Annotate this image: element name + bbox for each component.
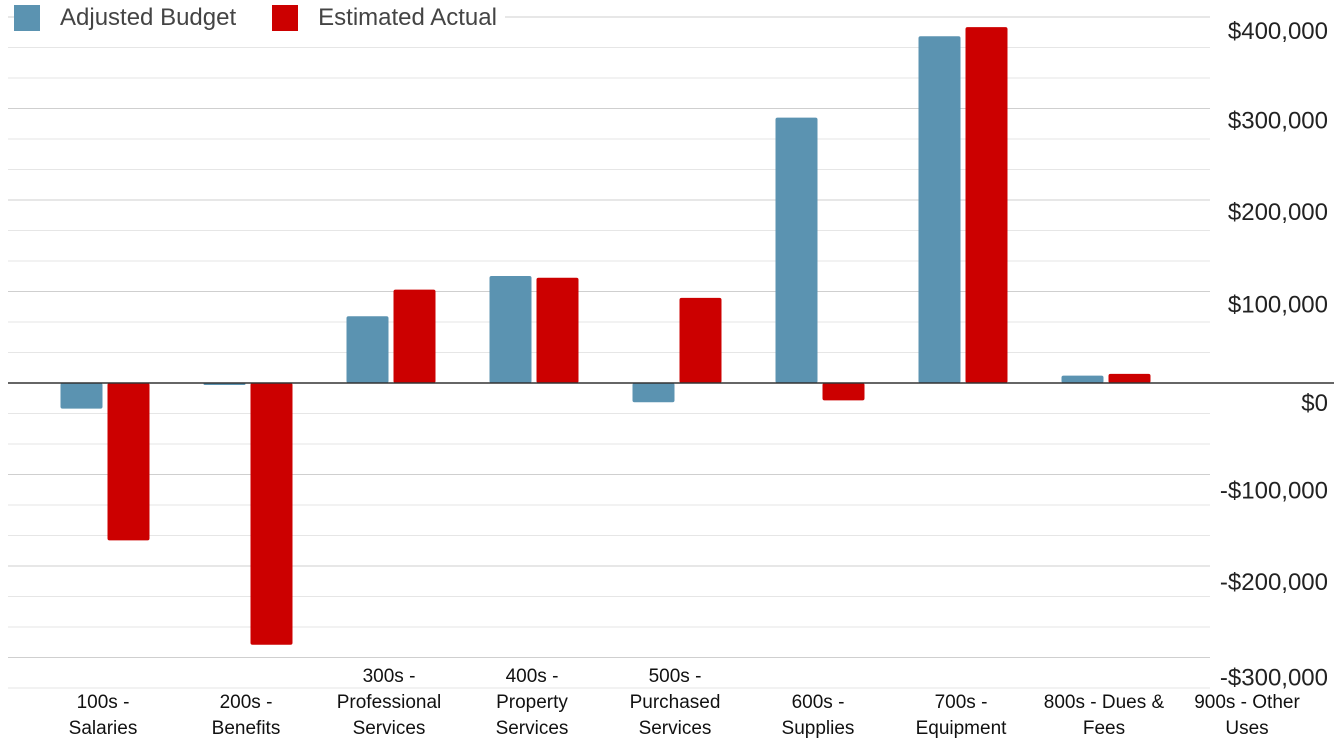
- bar-estimated-actual: [536, 277, 579, 383]
- bar-adjusted-budget: [632, 383, 675, 403]
- y-tick-label: -$200,000: [1220, 569, 1328, 596]
- bar-adjusted-budget: [775, 117, 818, 384]
- x-category-label: Fees: [1083, 718, 1125, 739]
- y-tick-label: -$100,000: [1220, 478, 1328, 505]
- x-category-label: Uses: [1225, 718, 1268, 739]
- legend-item-estimated-actual: Estimated Actual: [272, 4, 497, 32]
- legend-label-adjusted-budget: Adjusted Budget: [60, 4, 237, 31]
- x-category-label: Salaries: [69, 718, 138, 739]
- x-category-label: Services: [496, 718, 569, 739]
- bar-estimated-actual: [822, 383, 865, 401]
- y-tick-label: $300,000: [1228, 108, 1328, 135]
- legend-item-adjusted-budget: Adjusted Budget: [14, 4, 236, 32]
- bar-estimated-actual: [250, 383, 293, 645]
- y-tick-label: $400,000: [1228, 18, 1328, 45]
- legend: Adjusted Budget Estimated Actual: [14, 2, 505, 34]
- bar-estimated-actual: [965, 27, 1008, 383]
- y-tick-label: $0: [1301, 390, 1328, 417]
- bar-adjusted-budget: [1061, 375, 1104, 383]
- x-category-label: 300s -: [363, 666, 416, 687]
- x-category-label: Services: [639, 718, 712, 739]
- bar-estimated-actual: [679, 297, 722, 383]
- bar-estimated-actual: [1108, 373, 1151, 383]
- legend-label-estimated-actual: Estimated Actual: [318, 4, 497, 31]
- x-category-label: Equipment: [916, 718, 1008, 739]
- x-category-label: Supplies: [782, 718, 855, 739]
- x-category-label: 400s -: [506, 666, 559, 687]
- x-category-label: 700s -: [935, 692, 988, 713]
- x-category-label: Services: [353, 718, 426, 739]
- bar-estimated-actual: [393, 289, 436, 383]
- y-tick-label: $100,000: [1228, 292, 1328, 319]
- y-tick-label: -$300,000: [1220, 665, 1328, 692]
- y-tick-label: $200,000: [1228, 199, 1328, 226]
- x-category-label: 600s -: [792, 692, 845, 713]
- bar-estimated-actual: [107, 383, 150, 541]
- x-category-label: 800s - Dues &: [1044, 692, 1165, 713]
- x-category-label: 500s -: [649, 666, 702, 687]
- bar-adjusted-budget: [489, 275, 532, 383]
- x-category-label: Purchased: [630, 692, 721, 713]
- x-category-label: 100s -: [77, 692, 130, 713]
- x-category-label: 200s -: [220, 692, 273, 713]
- x-category-label: 900s - Other: [1194, 692, 1300, 713]
- bar-adjusted-budget: [346, 316, 389, 383]
- bar-adjusted-budget: [60, 383, 103, 409]
- legend-swatch-adjusted-budget: [14, 5, 40, 31]
- x-category-label: Property: [496, 692, 568, 713]
- bar-adjusted-budget: [918, 36, 961, 384]
- x-category-label: Professional: [337, 692, 442, 713]
- x-category-label: Benefits: [212, 718, 281, 739]
- legend-swatch-estimated-actual: [272, 5, 299, 31]
